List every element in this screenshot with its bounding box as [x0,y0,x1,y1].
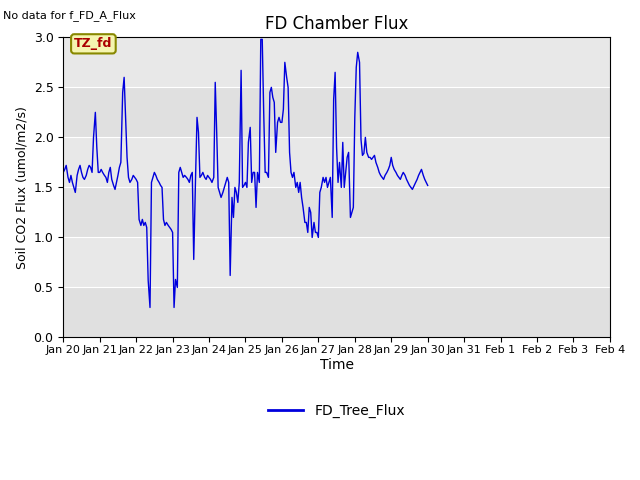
Legend: FD_Tree_Flux: FD_Tree_Flux [263,398,410,424]
Text: TZ_fd: TZ_fd [74,37,113,50]
Bar [63,87,610,137]
Y-axis label: Soil CO2 Flux (umol/m2/s): Soil CO2 Flux (umol/m2/s) [15,106,28,269]
Text: No data for f_FD_A_Flux: No data for f_FD_A_Flux [3,11,136,22]
Title: FD Chamber Flux: FD Chamber Flux [265,15,408,33]
Bar [63,288,610,337]
Bar [63,187,610,238]
X-axis label: Time: Time [319,358,353,372]
Bar [63,238,610,288]
Bar [63,137,610,187]
Bar [63,37,610,87]
